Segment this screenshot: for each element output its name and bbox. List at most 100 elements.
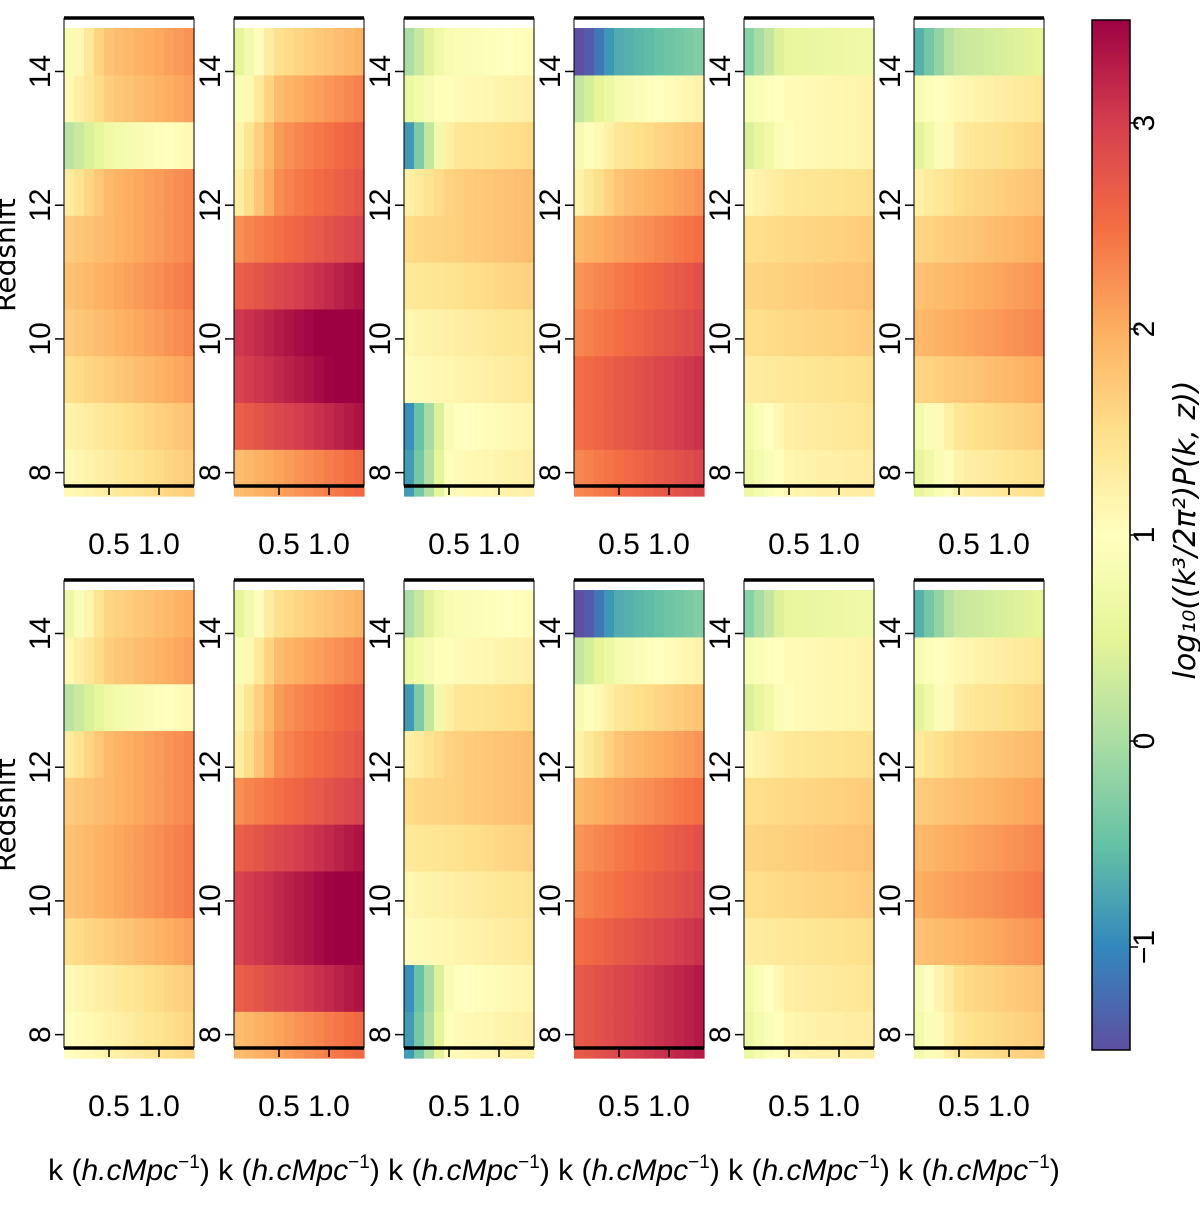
- heatmap-cell: [64, 870, 75, 919]
- heatmap-cell: [124, 308, 135, 357]
- heatmap-cell: [244, 917, 255, 966]
- heatmap-cell: [404, 168, 415, 216]
- heatmap-cell: [324, 215, 335, 263]
- heatmap-cell: [124, 636, 135, 685]
- heatmap-cell: [164, 964, 175, 1012]
- heatmap-cell: [234, 215, 245, 263]
- heatmap-cell: [624, 402, 635, 450]
- y-tick-label: 14: [874, 55, 907, 88]
- heatmap-cell: [334, 777, 345, 825]
- heatmap-cell: [654, 1011, 665, 1059]
- heatmap-cell: [1004, 917, 1015, 966]
- heatmap-cell: [114, 28, 125, 76]
- heatmap-cell: [164, 168, 175, 216]
- heatmap-cell: [434, 964, 445, 1012]
- heatmap-cell: [824, 402, 835, 450]
- heatmap-cell: [924, 870, 935, 919]
- heatmap-cell: [294, 215, 305, 263]
- heatmap-cell: [864, 636, 875, 685]
- heatmap-cell: [354, 215, 365, 263]
- heatmap-cell: [254, 168, 265, 216]
- heatmap-cell: [424, 917, 435, 966]
- heatmap-cell: [684, 262, 695, 310]
- heatmap-cell: [264, 402, 275, 450]
- heatmap-cell: [484, 1011, 495, 1059]
- heatmap-cell: [234, 824, 245, 872]
- heatmap-cell: [234, 449, 245, 497]
- heatmap-cell: [464, 730, 475, 778]
- heatmap-cell: [434, 215, 445, 263]
- heatmap-cell: [514, 636, 525, 685]
- heatmap-cell: [694, 1011, 705, 1059]
- heatmap-cell: [574, 824, 585, 872]
- heatmap-cell: [154, 402, 165, 450]
- heatmap-cell: [864, 964, 875, 1012]
- x-tick-label: 0.5: [258, 1090, 300, 1123]
- heatmap-cell: [814, 449, 825, 497]
- heatmap-cell: [424, 355, 435, 404]
- colorbar-tick-label: 3: [1128, 115, 1161, 132]
- heatmap-cell: [134, 74, 145, 123]
- heatmap-cell: [184, 636, 195, 685]
- heatmap-cell: [114, 308, 125, 357]
- heatmap-cell: [814, 215, 825, 263]
- heatmap-cell: [314, 215, 325, 263]
- heatmap-cell: [964, 730, 975, 778]
- heatmap-cell: [654, 777, 665, 825]
- heatmap-cell: [624, 215, 635, 263]
- heatmap-cell: [154, 870, 165, 919]
- heatmap-cell: [244, 28, 255, 76]
- heatmap-cell: [574, 168, 585, 216]
- heatmap-cell: [514, 730, 525, 778]
- heatmap-cell: [464, 28, 475, 76]
- heatmap-cell: [814, 777, 825, 825]
- heatmap-cell: [844, 449, 855, 497]
- heatmap-cell: [154, 308, 165, 357]
- y-tick-label: 12: [874, 189, 907, 222]
- heatmap-cell: [644, 449, 655, 497]
- heatmap-cell: [694, 355, 705, 404]
- heatmap-cell: [494, 636, 505, 685]
- heatmap-cell: [294, 870, 305, 919]
- y-tick-label: 14: [534, 55, 567, 88]
- heatmap-cell: [474, 636, 485, 685]
- heatmap-cell: [94, 402, 105, 450]
- heatmap-cell: [164, 917, 175, 966]
- heatmap-cell: [244, 262, 255, 310]
- heatmap-cell: [984, 308, 995, 357]
- heatmap-cell: [964, 262, 975, 310]
- heatmap-cell: [124, 917, 135, 966]
- heatmap-cell: [74, 964, 85, 1012]
- heatmap-cell: [264, 449, 275, 497]
- heatmap-cell: [644, 636, 655, 685]
- heatmap-cell: [134, 636, 145, 685]
- heatmap-cell: [784, 590, 795, 638]
- heatmap-cell: [524, 449, 535, 497]
- heatmap-cell: [154, 636, 165, 685]
- heatmap-cell: [644, 121, 655, 170]
- heatmap-cell: [424, 777, 435, 825]
- heatmap-cell: [64, 683, 75, 732]
- heatmap-cell: [974, 590, 985, 638]
- x-tick-label: 0.5: [88, 1090, 130, 1123]
- heatmap-cell: [634, 590, 645, 638]
- heatmap-cell: [974, 964, 985, 1012]
- x-tick-label: 0.5: [88, 528, 130, 561]
- heatmap-cell: [824, 636, 835, 685]
- heatmap-cell: [94, 74, 105, 123]
- heatmap-cell: [774, 917, 785, 966]
- heatmap-cell: [864, 917, 875, 966]
- heatmap-cell: [84, 402, 95, 450]
- heatmap-cell: [644, 730, 655, 778]
- heatmap-cell: [464, 308, 475, 357]
- heatmap-cell: [184, 74, 195, 123]
- heatmap-cell: [404, 964, 415, 1012]
- heatmap-cell: [284, 262, 295, 310]
- x-tick-label: 1.0: [648, 528, 690, 561]
- heatmap-cell: [274, 308, 285, 357]
- heatmap-cell: [524, 28, 535, 76]
- heatmap-cell: [654, 308, 665, 357]
